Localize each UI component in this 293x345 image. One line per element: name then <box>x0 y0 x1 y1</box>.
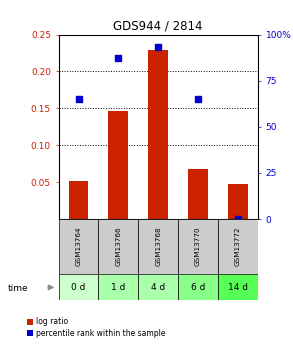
Bar <box>228 184 248 219</box>
Bar <box>218 219 258 274</box>
Bar <box>148 50 168 219</box>
Text: 6 d: 6 d <box>191 283 205 292</box>
Text: 1 d: 1 d <box>111 283 126 292</box>
Point <box>196 96 200 102</box>
Bar <box>59 274 98 300</box>
Bar <box>98 219 138 274</box>
Text: 0 d: 0 d <box>71 283 86 292</box>
Bar <box>178 219 218 274</box>
Text: GSM13770: GSM13770 <box>195 227 201 266</box>
Point <box>116 56 121 61</box>
Point <box>236 216 240 222</box>
Bar <box>178 274 218 300</box>
Bar <box>188 169 208 219</box>
Point <box>156 45 161 50</box>
Text: GSM13772: GSM13772 <box>235 227 241 266</box>
Text: 14 d: 14 d <box>228 283 248 292</box>
Text: GDS944 / 2814: GDS944 / 2814 <box>113 20 203 33</box>
Bar <box>59 219 98 274</box>
Text: GSM13766: GSM13766 <box>115 227 121 266</box>
Text: GSM13768: GSM13768 <box>155 227 161 266</box>
Text: 4 d: 4 d <box>151 283 165 292</box>
Text: time: time <box>7 284 28 293</box>
Bar <box>108 110 128 219</box>
Text: GSM13764: GSM13764 <box>76 227 81 266</box>
Bar <box>69 181 88 219</box>
Bar <box>138 274 178 300</box>
Bar <box>218 274 258 300</box>
Legend: log ratio, percentile rank within the sample: log ratio, percentile rank within the sa… <box>27 317 166 338</box>
Bar <box>138 219 178 274</box>
Bar <box>98 274 138 300</box>
Point <box>76 96 81 102</box>
